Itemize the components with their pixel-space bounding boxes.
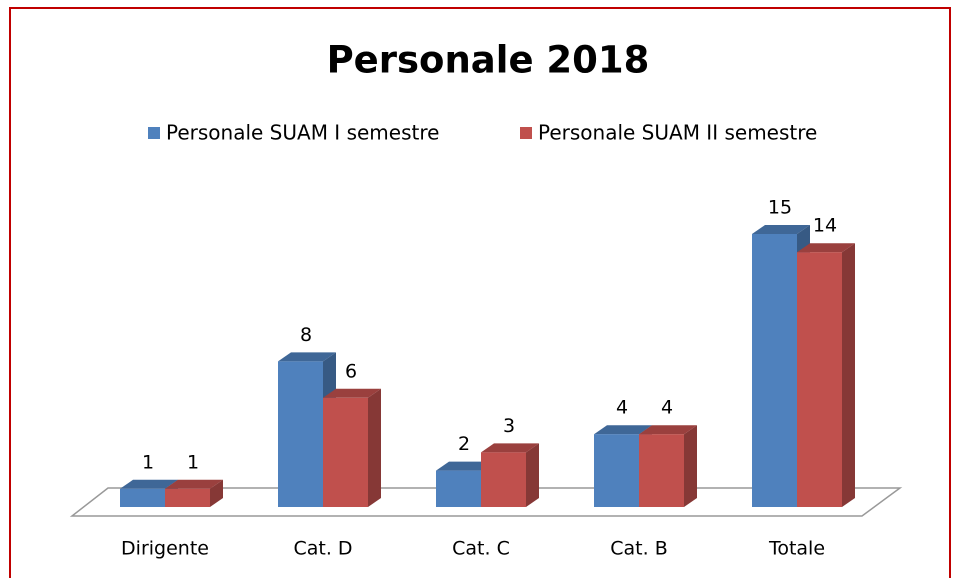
bar-front <box>639 434 684 507</box>
legend-label: Personale SUAM II semestre <box>538 121 817 145</box>
bar <box>120 479 178 507</box>
bar-top <box>165 479 223 489</box>
bar-front <box>120 488 165 507</box>
bar-top <box>752 225 810 234</box>
bar-top <box>594 425 652 435</box>
data-label: 4 <box>661 397 673 419</box>
x-tick-label: Cat. D <box>293 538 352 560</box>
bar-front <box>436 470 481 507</box>
bar-top <box>323 388 381 398</box>
bar <box>481 443 539 507</box>
bar <box>165 479 223 507</box>
bar-side <box>368 388 381 507</box>
data-label: 6 <box>345 360 357 382</box>
data-label: 2 <box>458 433 470 455</box>
bar-side <box>210 479 223 507</box>
bar-top <box>120 479 178 489</box>
bar-front <box>797 252 842 507</box>
bar-front <box>752 234 797 507</box>
data-label: 1 <box>142 451 154 473</box>
bar-top <box>278 352 336 362</box>
bar-side <box>684 425 697 507</box>
bar-side <box>526 443 539 507</box>
bar-top <box>481 443 539 453</box>
bar <box>797 243 855 507</box>
bar-front <box>323 397 368 507</box>
data-label: 15 <box>768 197 792 219</box>
chart-title: Personale 2018 <box>327 39 650 82</box>
data-label: 8 <box>300 324 312 346</box>
bar-front <box>481 452 526 507</box>
data-label: 1 <box>187 451 199 473</box>
data-label: 14 <box>813 215 837 237</box>
data-label: 4 <box>616 397 628 419</box>
bar-front <box>594 434 639 507</box>
x-tick-label: Cat. B <box>610 538 667 560</box>
bar-front <box>278 361 323 507</box>
data-label: 3 <box>503 415 515 437</box>
bar-top <box>639 425 697 435</box>
bar-side <box>842 243 855 507</box>
x-tick-label: Cat. C <box>452 538 510 560</box>
x-tick-label: Dirigente <box>121 538 209 560</box>
legend-swatch <box>148 127 160 139</box>
bar <box>639 425 697 507</box>
bar-front <box>165 488 210 507</box>
x-tick-label: Totale <box>768 538 825 560</box>
legend-label: Personale SUAM I semestre <box>166 121 439 145</box>
legend-swatch <box>520 127 532 139</box>
bar-top <box>797 243 855 253</box>
bar <box>323 388 381 507</box>
bar-top <box>436 461 494 471</box>
